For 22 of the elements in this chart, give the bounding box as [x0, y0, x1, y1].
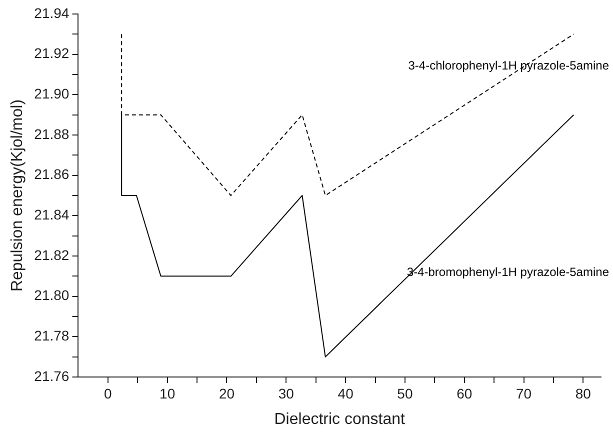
- x-tick-label: 30: [278, 385, 294, 402]
- x-axis-title: Dielectric constant: [274, 410, 406, 428]
- y-tick-label: 21.80: [34, 287, 70, 304]
- x-tick-label: 70: [516, 385, 532, 402]
- x-tick-label: 60: [456, 385, 472, 402]
- x-tick-label: 40: [338, 385, 354, 402]
- y-tick-label: 21.86: [34, 166, 70, 182]
- x-tick-label: 50: [397, 385, 413, 402]
- y-tick-label: 21.82: [34, 246, 70, 263]
- series-label: 3-4-chlorophenyl-1H pyrazole-5amine: [408, 58, 610, 72]
- y-axis-title: Repulsion energy(Kjol/mol): [9, 99, 26, 292]
- y-tick-label: 21.90: [34, 86, 70, 102]
- x-tick-label: 80: [575, 385, 592, 402]
- y-tick-label: 21.76: [34, 368, 70, 384]
- y-tick-label: 21.94: [34, 4, 70, 21]
- x-tick-label: 10: [160, 385, 176, 402]
- y-tick-label: 21.84: [34, 206, 70, 223]
- y-tick-label: 21.78: [34, 328, 70, 344]
- y-tick-label: 21.92: [34, 45, 70, 62]
- x-tick-label: 0: [104, 385, 112, 402]
- x-tick-label: 20: [218, 385, 235, 402]
- y-tick-label: 21.88: [34, 126, 70, 142]
